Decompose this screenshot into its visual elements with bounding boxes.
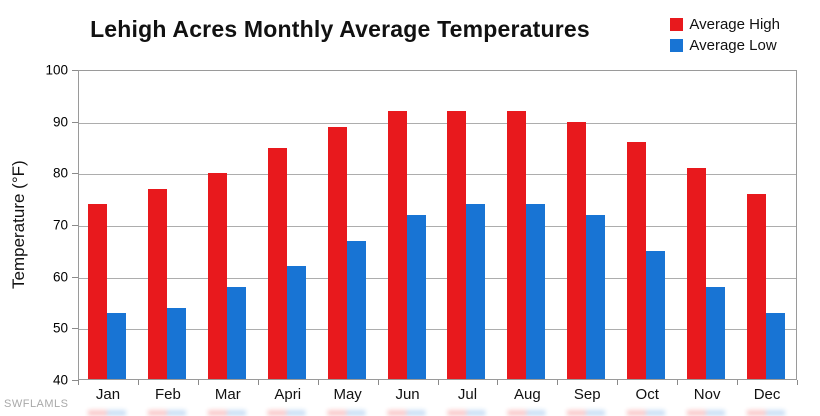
bar-average-high-aug xyxy=(507,111,527,379)
x-category-label-mar: Mar xyxy=(214,386,241,403)
bar-average-low-jul xyxy=(466,204,486,379)
legend-item-average-high: Average High xyxy=(670,16,780,33)
bar-average-high-nov xyxy=(687,168,707,379)
x-tick-mark xyxy=(797,380,798,385)
x-tick-mark xyxy=(137,380,139,385)
x-category-label-may: May xyxy=(333,386,362,403)
watermark: SWFLAMLS xyxy=(4,398,69,410)
x-category-label-jul: Jul xyxy=(457,386,478,403)
bar-average-low-oct xyxy=(646,250,666,379)
gridline-90 xyxy=(79,122,796,124)
x-tick-mark xyxy=(617,380,619,385)
bar-average-high-dec xyxy=(747,194,767,379)
y-tick-mark xyxy=(72,276,78,278)
y-tick-mark xyxy=(72,328,78,330)
x-category-label-sep: Sep xyxy=(573,386,601,403)
x-tick-mark xyxy=(377,380,379,385)
x-tick-mark xyxy=(497,380,499,385)
gridline-60 xyxy=(79,277,796,279)
bottom-blur-artifact xyxy=(78,410,797,416)
bar-average-high-may xyxy=(327,126,347,379)
bar-average-low-jun xyxy=(406,214,426,379)
legend-swatch-icon xyxy=(670,39,684,52)
x-category-label-nov: Nov xyxy=(693,386,721,403)
gridline-80 xyxy=(79,174,796,176)
x-tick-mark xyxy=(677,380,679,385)
x-category-label-feb: Feb xyxy=(154,386,181,403)
x-category-label-jun: Jun xyxy=(395,386,420,403)
y-tick-label: 40 xyxy=(52,372,68,388)
gridline-50 xyxy=(79,329,796,331)
x-category-label-dec: Dec xyxy=(753,386,781,403)
y-tick-label: 70 xyxy=(52,217,68,233)
bar-average-high-jul xyxy=(447,111,467,379)
y-tick-label: 60 xyxy=(52,269,68,285)
x-tick-mark xyxy=(197,380,199,385)
plot-area xyxy=(78,70,797,380)
y-tick-mark xyxy=(72,380,78,381)
y-tick-label: 90 xyxy=(52,114,68,130)
y-tick-mark xyxy=(72,121,78,123)
bar-average-high-sep xyxy=(567,121,587,379)
bar-average-high-feb xyxy=(147,188,167,379)
legend-label: Average High xyxy=(689,16,780,33)
x-category-label-jan: Jan xyxy=(95,386,121,403)
bar-average-high-jun xyxy=(387,111,407,379)
y-tick-label: 50 xyxy=(52,320,68,336)
legend-swatch-icon xyxy=(670,18,684,31)
legend-label: Average Low xyxy=(689,37,777,54)
bar-average-low-aug xyxy=(526,204,546,379)
x-tick-mark xyxy=(437,380,439,385)
bar-average-low-apri xyxy=(286,266,306,379)
x-tick-mark xyxy=(78,380,79,385)
y-tick-mark xyxy=(72,173,78,175)
bar-average-low-mar xyxy=(226,287,246,379)
y-tick-mark xyxy=(72,70,78,71)
x-category-label-aug: Aug xyxy=(514,386,541,403)
legend-item-average-low: Average Low xyxy=(670,37,780,54)
chart-legend: Average High Average Low xyxy=(670,16,780,54)
y-tick-mark xyxy=(72,225,78,226)
bar-average-low-dec xyxy=(766,312,786,379)
bar-average-high-oct xyxy=(627,142,647,379)
x-category-label-oct: Oct xyxy=(635,386,659,403)
x-tick-mark xyxy=(737,380,739,385)
chart-title: Lehigh Acres Monthly Average Temperature… xyxy=(90,16,590,42)
bar-average-high-jan xyxy=(87,204,107,379)
x-tick-mark xyxy=(557,380,559,385)
y-tick-label: 100 xyxy=(45,62,68,78)
bar-average-low-feb xyxy=(166,307,186,379)
bar-average-low-jan xyxy=(106,312,126,379)
bar-average-high-mar xyxy=(207,173,227,379)
y-tick-label: 80 xyxy=(52,165,68,181)
x-tick-mark xyxy=(257,380,259,385)
bar-average-high-apri xyxy=(267,147,287,379)
y-axis-title: Temperature (°F) xyxy=(9,160,28,290)
bar-average-low-may xyxy=(346,240,366,379)
x-category-label-apri: Apri xyxy=(274,386,302,403)
bar-average-low-nov xyxy=(706,287,726,379)
x-tick-mark xyxy=(317,380,319,385)
gridline-70 xyxy=(79,226,796,227)
bar-average-low-sep xyxy=(586,214,606,379)
